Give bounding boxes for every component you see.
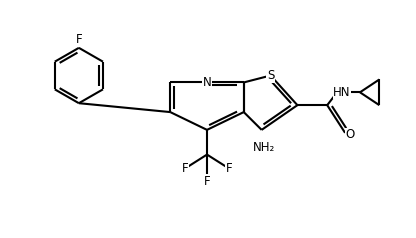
Text: O: O: [345, 128, 355, 141]
Text: F: F: [225, 162, 232, 175]
Text: F: F: [76, 33, 82, 46]
Text: F: F: [182, 162, 188, 175]
Text: HN: HN: [333, 86, 351, 99]
Text: N: N: [203, 76, 211, 89]
Text: S: S: [267, 69, 274, 82]
Text: NH₂: NH₂: [253, 141, 275, 154]
Text: F: F: [204, 175, 210, 188]
